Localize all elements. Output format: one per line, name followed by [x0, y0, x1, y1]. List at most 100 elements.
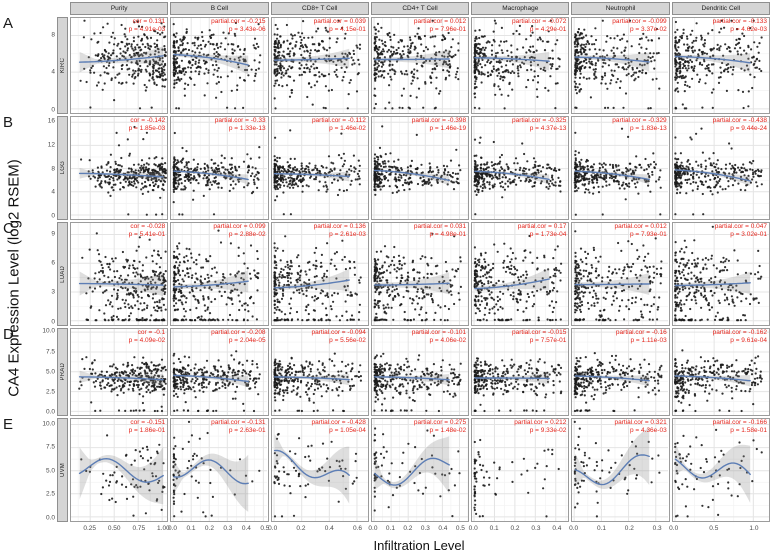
x-tick-label: 0.3: [223, 525, 233, 532]
stats-annotation: cor = -0.142 p = 1.85e-03: [129, 117, 166, 132]
trend-line: [173, 170, 250, 181]
correlation-annotation: partial.cor = -0.112: [311, 117, 366, 124]
correlation-annotation: partial.cor = -0.094: [311, 329, 366, 336]
stats-annotation: partial.cor = -0.166 p = 1.58e-01: [713, 419, 767, 434]
correlation-annotation: partial.cor = 0.012: [413, 18, 467, 25]
cancer-type-label: PRAD: [59, 363, 66, 381]
confidence-ribbon: [475, 51, 550, 71]
scatter-points: [574, 420, 661, 518]
p-value-annotation: p = 1.33e-13: [228, 124, 266, 132]
cancer-type-strip: KIRC: [57, 17, 68, 114]
x-tick-label: 0.0: [669, 525, 679, 532]
scatter-svg: [271, 117, 368, 219]
confidence-ribbon: [575, 374, 650, 387]
trend-line: [373, 282, 450, 286]
x-tick-label: 0.0: [468, 525, 478, 532]
stats-annotation: partial.cor = -0.112 p = 1.46e-02: [312, 117, 366, 132]
scatter-svg: [572, 419, 669, 521]
plot-row-UVM: E 0.0 2.5 5.0 7.5 10.0 UVM cor = -0.151 p = 1.86…: [0, 416, 770, 522]
trend-line: [373, 58, 450, 61]
plot-row-PRAD: D 0.0 2.5 5.0 7.5 10.0 PRAD cor = -0.1 p = 4.09e…: [0, 326, 770, 416]
trend-line: [173, 280, 250, 288]
confidence-ribbon: [674, 374, 750, 387]
trend-line: [173, 53, 250, 66]
confidence-ribbon: [475, 170, 550, 185]
trend-line: [474, 170, 551, 181]
plot-row-LUAD: C 0 3 6 9 LUAD cor = -0.028 p = 5.41e-01 partial…: [0, 220, 770, 326]
p-value-annotation: p = 1.48e-02: [429, 426, 467, 434]
stats-annotation: cor = 0.131 p = 4.91e-03: [129, 18, 166, 33]
p-value-annotation: p = 7.93e-01: [630, 230, 667, 238]
scatter-points: [272, 19, 361, 110]
scatter-points: [473, 234, 563, 322]
correlation-annotation: partial.cor = -0.398: [411, 117, 467, 124]
y-tick-label: 4: [51, 68, 55, 76]
p-value-annotation: p = 4.06e-02: [429, 336, 467, 344]
y-tick-label: 8: [51, 165, 55, 173]
trend-line: [575, 56, 651, 63]
p-value-annotation: p = 5.56e-02: [329, 336, 366, 344]
y-tick-label: 0.0: [45, 408, 55, 416]
p-value-annotation: p = 4.15e-01: [329, 25, 366, 33]
scatter-panel-UVM-B-Cell: partial.cor = -0.131 p = 2.63e-01: [170, 418, 269, 522]
column-header-5: Macrophage: [471, 2, 570, 15]
scatter-points: [78, 356, 167, 413]
correlation-annotation: partial.cor = -0.329: [612, 117, 667, 124]
plot-row-LGG: B 0 4 8 12 16 LGG cor = -0.142 p = 1.85e-03 parti…: [0, 114, 770, 220]
correlation-annotation: partial.cor = 0.039: [313, 18, 366, 25]
trend-line: [373, 376, 450, 381]
p-value-annotation: p = 4.91e-03: [128, 25, 166, 33]
x-tick-label: 0.4: [324, 525, 334, 532]
stats-annotation: partial.cor = 0.039 p = 4.15e-01: [314, 18, 366, 33]
scatter-panel-LUAD-Macrophage: partial.cor = 0.17 p = 1.73e-04: [471, 222, 570, 326]
x-tick-label: 0.1: [385, 525, 395, 532]
correlation-annotation: partial.cor = -0.101: [411, 329, 467, 336]
cancer-type-strip: LUAD: [57, 222, 68, 326]
trend-line: [78, 282, 164, 286]
scatter-points: [673, 428, 763, 518]
scatter-svg: [472, 117, 569, 219]
stats-annotation: partial.cor = -0.325 p = 4.37e-13: [512, 117, 566, 132]
scatter-points: [272, 129, 361, 216]
correlation-annotation: partial.cor = 0.321: [614, 419, 667, 426]
x-tick-cell: 0.0 0.1 0.2 0.3: [569, 524, 669, 536]
p-value-annotation: p = 1.46e-19: [429, 124, 467, 132]
confidence-ribbon: [174, 52, 249, 75]
trend-line: [474, 57, 551, 62]
scatter-points: [574, 127, 663, 216]
p-value-annotation: p = 4.09e-02: [128, 336, 166, 344]
trend-line: [373, 457, 450, 486]
trend-line: [575, 375, 651, 382]
scatter-points: [373, 125, 462, 196]
stats-annotation: partial.cor = -0.015 p = 7.57e-01: [512, 329, 566, 344]
scatter-points: [473, 136, 562, 216]
scatter-svg: [171, 329, 268, 415]
correlation-annotation: partial.cor = -0.208: [211, 329, 266, 336]
row-gutter: C 0 3 6 9 LUAD: [0, 220, 68, 326]
x-tick-label: 0.4: [438, 525, 448, 532]
x-tick-label: 0.4: [241, 525, 251, 532]
stats-annotation: partial.cor = -0.215 p = 3.43e-06: [211, 18, 265, 33]
confidence-ribbon: [274, 48, 349, 68]
correlation-annotation: partial.cor = -0.131: [211, 419, 266, 426]
x-tick-label: 0.0: [167, 525, 178, 532]
scatter-svg: [572, 223, 669, 325]
confidence-ribbon: [475, 267, 550, 291]
column-header-4: CD4+ T Cell: [370, 2, 470, 15]
scatter-panel-UVM-CD8-T-Cell: partial.cor = -0.428 p = 1.05e-04: [270, 418, 369, 522]
p-value-annotation: p = 2.63e-01: [228, 426, 266, 434]
scatter-panel-LGG-Purity: cor = -0.142 p = 1.85e-03: [70, 116, 169, 220]
p-value-annotation: p = 1.46e-02: [329, 124, 366, 132]
scatter-panel-LGG-B-Cell: partial.cor = -0.33 p = 1.33e-13: [170, 116, 269, 220]
confidence-ribbon: [575, 170, 650, 185]
trend-line: [575, 454, 651, 486]
y-axis-ticks: 0.0 2.5 5.0 7.5 10.0: [17, 328, 57, 416]
x-tick-cell: 0.0 0.1 0.2 0.3 0.4 0.5: [167, 524, 270, 536]
x-tick-label: 0.5: [260, 525, 270, 532]
scatter-points: [373, 232, 462, 322]
x-tick-label: 0.1: [596, 525, 606, 532]
p-value-annotation: p = 7.57e-01: [529, 336, 567, 344]
x-tick-label: 0.5: [455, 525, 465, 532]
cancer-type-label: LGG: [59, 161, 66, 175]
